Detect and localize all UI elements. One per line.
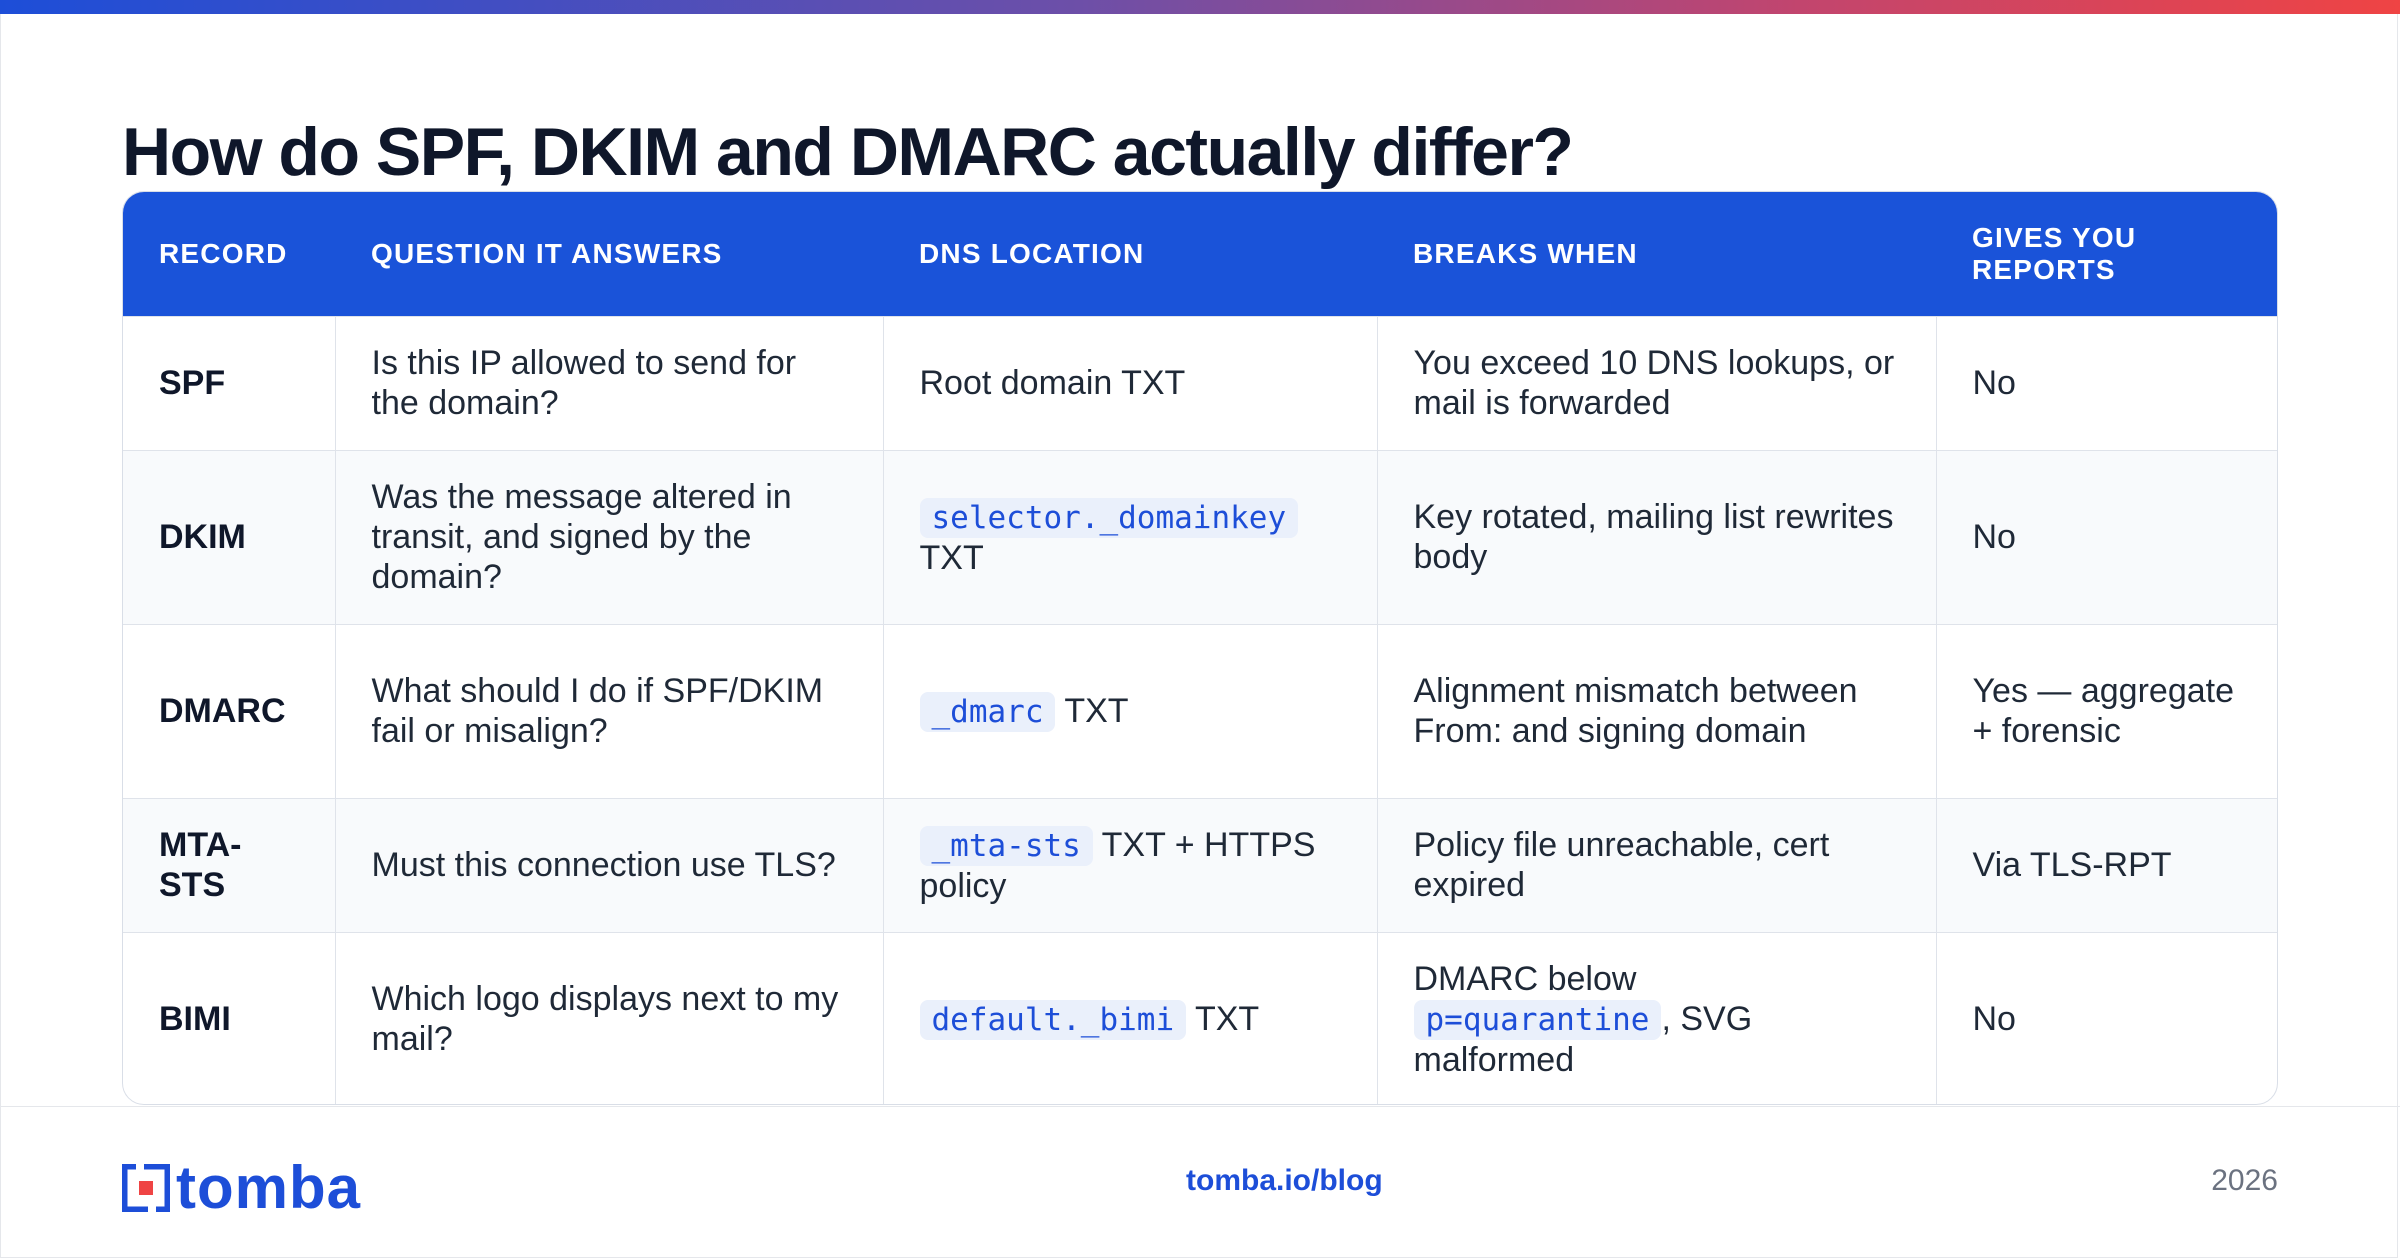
- table-row: DMARC What should I do if SPF/DKIM fail o…: [123, 623, 2277, 798]
- table-row: DKIM Was the message altered in transit, …: [123, 449, 2277, 624]
- cell-reports: Via TLS-RPT: [1936, 797, 2277, 932]
- cell-dns-location: selector._domainkey TXT: [883, 449, 1378, 624]
- header-reports: GIVES YOU REPORTS: [1972, 221, 2137, 285]
- cell-dns-location: default._bimi TXT: [883, 931, 1378, 1104]
- cell-record: BIMI: [123, 931, 336, 1104]
- breaks-text: Alignment mismatch between From: and sig…: [1413, 672, 1858, 750]
- header-question: QUESTION IT ANSWERS: [371, 237, 723, 269]
- breaks-text: Policy file unreachable, cert expired: [1413, 826, 1830, 904]
- table-row: BIMI Which logo displays next to my mail?…: [123, 931, 2277, 1104]
- cell-breaks-when: Policy file unreachable, cert expired: [1377, 797, 1937, 932]
- table-header-row: RECORD QUESTION IT ANSWERS DNS LOCATION …: [123, 192, 2277, 316]
- cell-question: Must this connection use TLS?: [335, 797, 884, 932]
- tomba-logo: tomba: [122, 1158, 361, 1218]
- header-dns-location: DNS LOCATION: [919, 237, 1145, 269]
- header-breaks-when: BREAKS WHEN: [1413, 237, 1638, 269]
- dns-code: default._bimi: [919, 999, 1187, 1040]
- blog-link[interactable]: tomba.io/blog: [1186, 1164, 1383, 1197]
- breaks-text: You exceed 10 DNS lookups, or mail is fo…: [1413, 344, 1895, 422]
- cell-dns-location: Root domain TXT: [883, 315, 1378, 450]
- dns-code: _mta-sts: [919, 825, 1093, 866]
- cell-reports: No: [1936, 931, 2277, 1104]
- breaks-text-post: , SVG malformed: [1413, 999, 1753, 1079]
- page-title: How do SPF, DKIM and DMARC actually diff…: [122, 114, 1574, 190]
- cell-record: DMARC: [123, 623, 336, 798]
- breaks-code: p=quarantine: [1413, 999, 1662, 1040]
- dns-text: TXT: [1064, 691, 1129, 730]
- footer-year: 2026: [2211, 1164, 2278, 1197]
- cell-dns-location: _mta-sts TXT + HTTPS policy: [883, 797, 1378, 932]
- cell-question: Which logo displays next to my mail?: [335, 931, 884, 1104]
- cell-reports: No: [1936, 315, 2277, 450]
- cell-record: SPF: [123, 315, 336, 450]
- cell-record: MTA-STS: [123, 797, 336, 932]
- cell-reports: No: [1936, 449, 2277, 624]
- cell-breaks-when: DMARC below p=quarantine, SVG malformed: [1377, 931, 1937, 1104]
- dns-text: TXT: [919, 538, 984, 577]
- dns-text: Root domain TXT: [919, 364, 1186, 402]
- cell-breaks-when: Key rotated, mailing list rewrites body: [1377, 449, 1937, 624]
- dns-code: selector._domainkey: [919, 497, 1299, 538]
- cell-dns-location: _dmarc TXT: [883, 623, 1378, 798]
- comparison-table-card: RECORD QUESTION IT ANSWERS DNS LOCATION …: [122, 191, 2278, 1105]
- cell-reports: Yes — aggregate + forensic: [1936, 623, 2277, 798]
- cell-question: Is this IP allowed to send for the domai…: [335, 315, 884, 450]
- dns-code: _dmarc: [919, 691, 1056, 732]
- breaks-text: Key rotated, mailing list rewrites body: [1413, 498, 1894, 576]
- cell-question: Was the message altered in transit, and …: [335, 449, 884, 624]
- cell-record: DKIM: [123, 449, 336, 624]
- tomba-logo-mark-icon: [122, 1164, 170, 1212]
- dns-text: TXT: [1194, 999, 1260, 1038]
- logo-wordmark: tomba: [176, 1154, 361, 1221]
- header-record: RECORD: [159, 237, 288, 269]
- top-gradient-bar: [0, 0, 2400, 14]
- dns-text: TXT + HTTPS policy: [919, 825, 1316, 905]
- comparison-table: RECORD QUESTION IT ANSWERS DNS LOCATION …: [123, 192, 2277, 1104]
- table-row: MTA-STS Must this connection use TLS? _mta…: [123, 797, 2277, 932]
- page-frame: [0, 14, 2398, 1258]
- footer-divider: [0, 1106, 2400, 1107]
- table-row: SPF Is this IP allowed to send for the do…: [123, 315, 2277, 450]
- cell-question: What should I do if SPF/DKIM fail or mis…: [335, 623, 884, 798]
- cell-breaks-when: Alignment mismatch between From: and sig…: [1377, 623, 1937, 798]
- breaks-text: DMARC below: [1413, 959, 1637, 998]
- cell-breaks-when: You exceed 10 DNS lookups, or mail is fo…: [1377, 315, 1937, 450]
